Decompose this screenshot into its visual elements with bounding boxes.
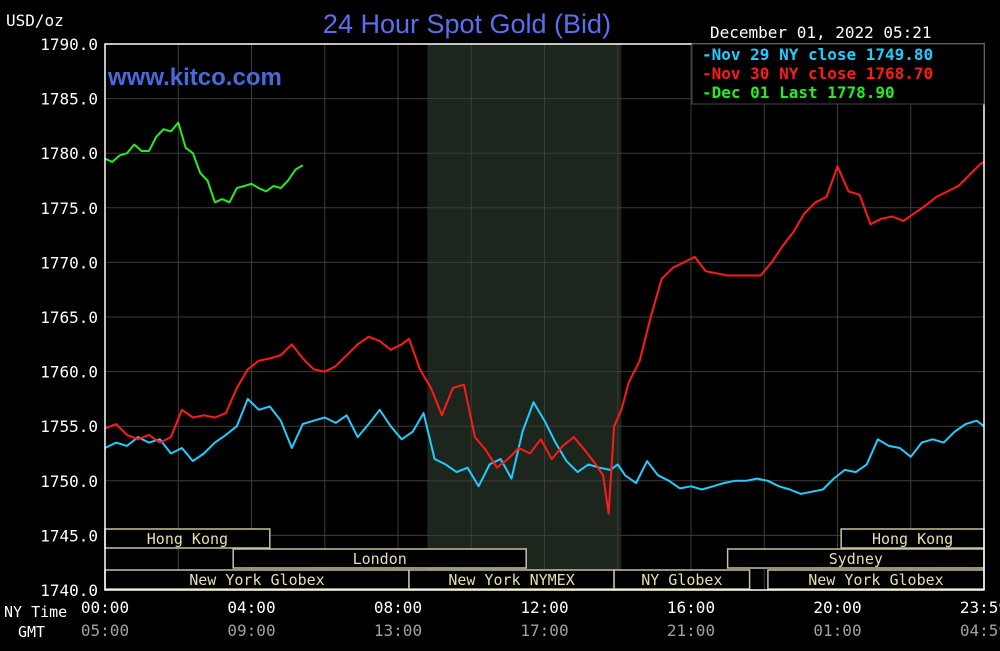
- session-bar: [613, 569, 751, 590]
- y-tick-label: 1755.0: [40, 417, 98, 436]
- x-tick-label-gmt: 01:00: [813, 621, 861, 640]
- y-tick-label: 1760.0: [40, 363, 98, 382]
- session-bar: [232, 548, 527, 569]
- series-lines: [104, 121, 985, 515]
- session-label: London: [353, 550, 407, 568]
- y-tick-label: 1780.0: [40, 144, 98, 163]
- watermark: www.kitco.com: [107, 64, 282, 91]
- x-tick-label-gmt: 21:00: [667, 621, 715, 640]
- y-tick-label: 1785.0: [40, 90, 98, 109]
- y-tick-label: 1750.0: [40, 472, 98, 491]
- session-label: New York Globex: [189, 571, 324, 589]
- series-line-nov-30: [104, 161, 985, 515]
- legend-box: [691, 43, 985, 105]
- series-line-dec-01: [104, 121, 304, 204]
- gmt-row-label: GMT: [18, 623, 45, 641]
- axes: 1790.0 1785.0 1780.0 1775.0 1770.0 1765.0 1760…: [40, 35, 1000, 640]
- x-tick-label-ny: 12:00: [520, 598, 568, 617]
- x-tick-label-gmt: 17:00: [520, 621, 568, 640]
- ny-time-row-label: NY Time: [4, 603, 67, 621]
- plot-border: [104, 43, 985, 591]
- legend-entry: -Dec 01 Last 1778.90: [702, 83, 895, 102]
- y-tick-label: 1775.0: [40, 199, 98, 218]
- series-line-nov-29: [104, 397, 985, 495]
- session-label: New York Globex: [808, 571, 943, 589]
- y-tick-label: 1745.0: [40, 526, 98, 545]
- x-tick-label-gmt: 13:00: [374, 621, 422, 640]
- x-tick-label-gmt: 09:00: [227, 621, 275, 640]
- y-tick-label: 1790.0: [40, 35, 98, 54]
- unit-label: USD/oz: [6, 11, 64, 30]
- x-tick-label-ny: 20:00: [813, 598, 861, 617]
- session-label: Hong Kong: [147, 530, 228, 548]
- y-tick-label: 1740.0: [40, 581, 98, 600]
- legend-entry: -Nov 29 NY close 1749.80: [702, 45, 933, 64]
- date-time-stamp: December 01, 2022 05:21: [710, 23, 932, 42]
- y-tick-label: 1765.0: [40, 308, 98, 327]
- x-tick-label-ny: 16:00: [667, 598, 715, 617]
- x-tick-label-ny: 00:00: [81, 598, 129, 617]
- y-tick-label: 1770.0: [40, 253, 98, 272]
- market-sessions: Hong Kong Hong Kong London Sydney New York G…: [104, 528, 985, 590]
- x-tick-label-gmt: 04:59: [960, 621, 1000, 640]
- legend-entry: -Nov 30 NY close 1768.70: [702, 64, 933, 83]
- chart-title: 24 Hour Spot Gold (Bid): [323, 9, 611, 39]
- x-tick-label-ny: 08:00: [374, 598, 422, 617]
- x-tick-label-gmt: 05:00: [81, 621, 129, 640]
- legend: -Nov 29 NY close 1749.80-Nov 30 NY close…: [702, 45, 933, 102]
- session-label: Sydney: [829, 550, 883, 568]
- session-label: New York NYMEX: [448, 571, 574, 589]
- session-label: Hong Kong: [872, 530, 953, 548]
- x-tick-label-ny: 23:59: [960, 598, 1000, 617]
- grid: [104, 43, 985, 591]
- x-tick-label-ny: 04:00: [227, 598, 275, 617]
- session-label: NY Globex: [641, 571, 722, 589]
